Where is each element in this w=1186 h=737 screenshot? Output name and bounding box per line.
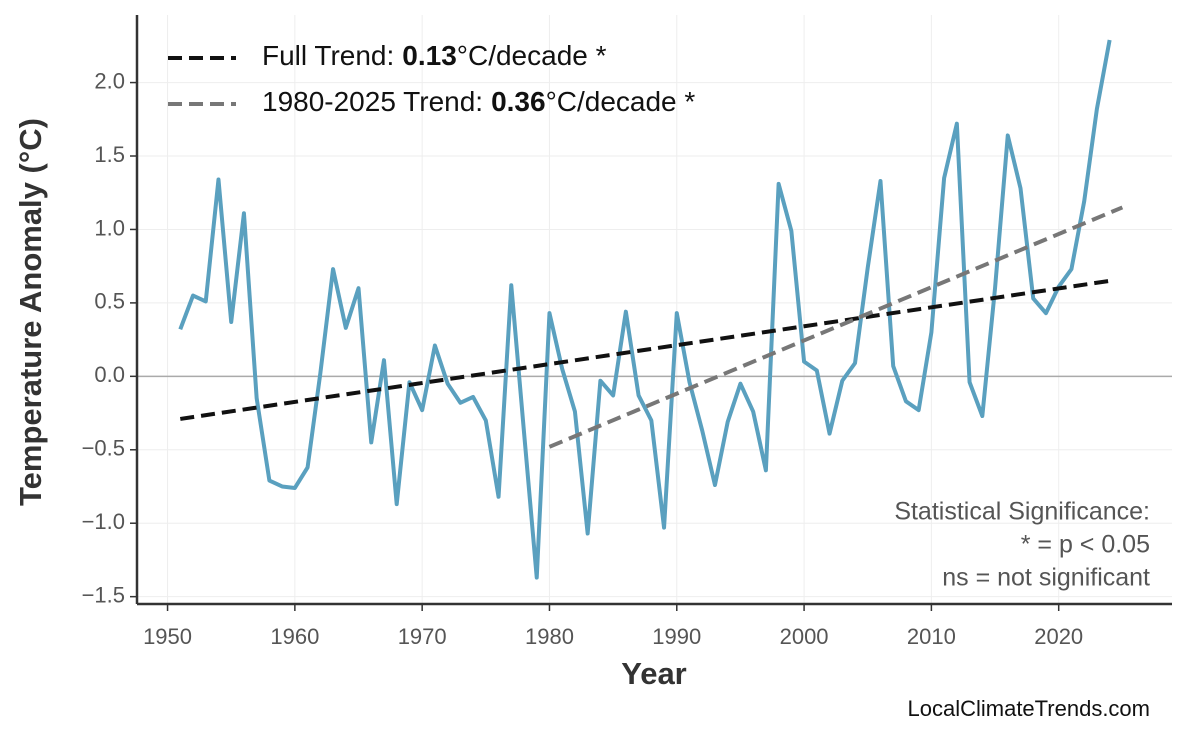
- source: LocalClimateTrends.com: [908, 696, 1151, 721]
- trend-line: [179, 278, 1110, 421]
- y-tick-label: −1.0: [82, 509, 125, 534]
- annotation: Statistical Significance:: [894, 498, 1150, 526]
- legend-unit: °C/decade *: [457, 40, 607, 71]
- legend-label: Full Trend: 0.13°C/decade *: [262, 40, 607, 71]
- legend-label: 1980-2025 Trend: 0.36°C/decade *: [262, 86, 695, 117]
- legend-name: 1980-2025 Trend:: [262, 86, 483, 117]
- trend-line: [548, 205, 1124, 449]
- x-tick-label: 2000: [780, 624, 829, 649]
- data-line: [178, 39, 1112, 580]
- y-tick-label: 1.0: [94, 215, 125, 240]
- y-tick-label: 2.0: [94, 68, 125, 93]
- x-tick-label: 1990: [652, 624, 701, 649]
- x-tick-label: 1960: [270, 624, 319, 649]
- legend-rate: 0.36: [491, 86, 546, 117]
- x-tick-label: 1970: [398, 624, 447, 649]
- x-tick-label: 1950: [143, 624, 192, 649]
- y-axis-title: Temperature Anomaly (°C): [13, 118, 48, 506]
- y-tick-label: 0.0: [94, 362, 125, 387]
- legend-unit: °C/decade *: [546, 86, 696, 117]
- y-tick-label: −1.5: [82, 582, 125, 607]
- annotation: * = p < 0.05: [1021, 531, 1150, 559]
- y-tick-label: 0.5: [94, 289, 125, 314]
- annotation: ns = not significant: [942, 564, 1150, 592]
- x-tick-label: 1980: [525, 624, 574, 649]
- legend-name: Full Trend:: [262, 40, 394, 71]
- legend-rate: 0.13: [402, 40, 457, 71]
- x-tick-label: 2010: [907, 624, 956, 649]
- y-tick-label: 1.5: [94, 142, 125, 167]
- x-tick-label: 2020: [1034, 624, 1083, 649]
- x-axis-title: Year: [621, 656, 687, 691]
- y-tick-label: −0.5: [82, 436, 125, 461]
